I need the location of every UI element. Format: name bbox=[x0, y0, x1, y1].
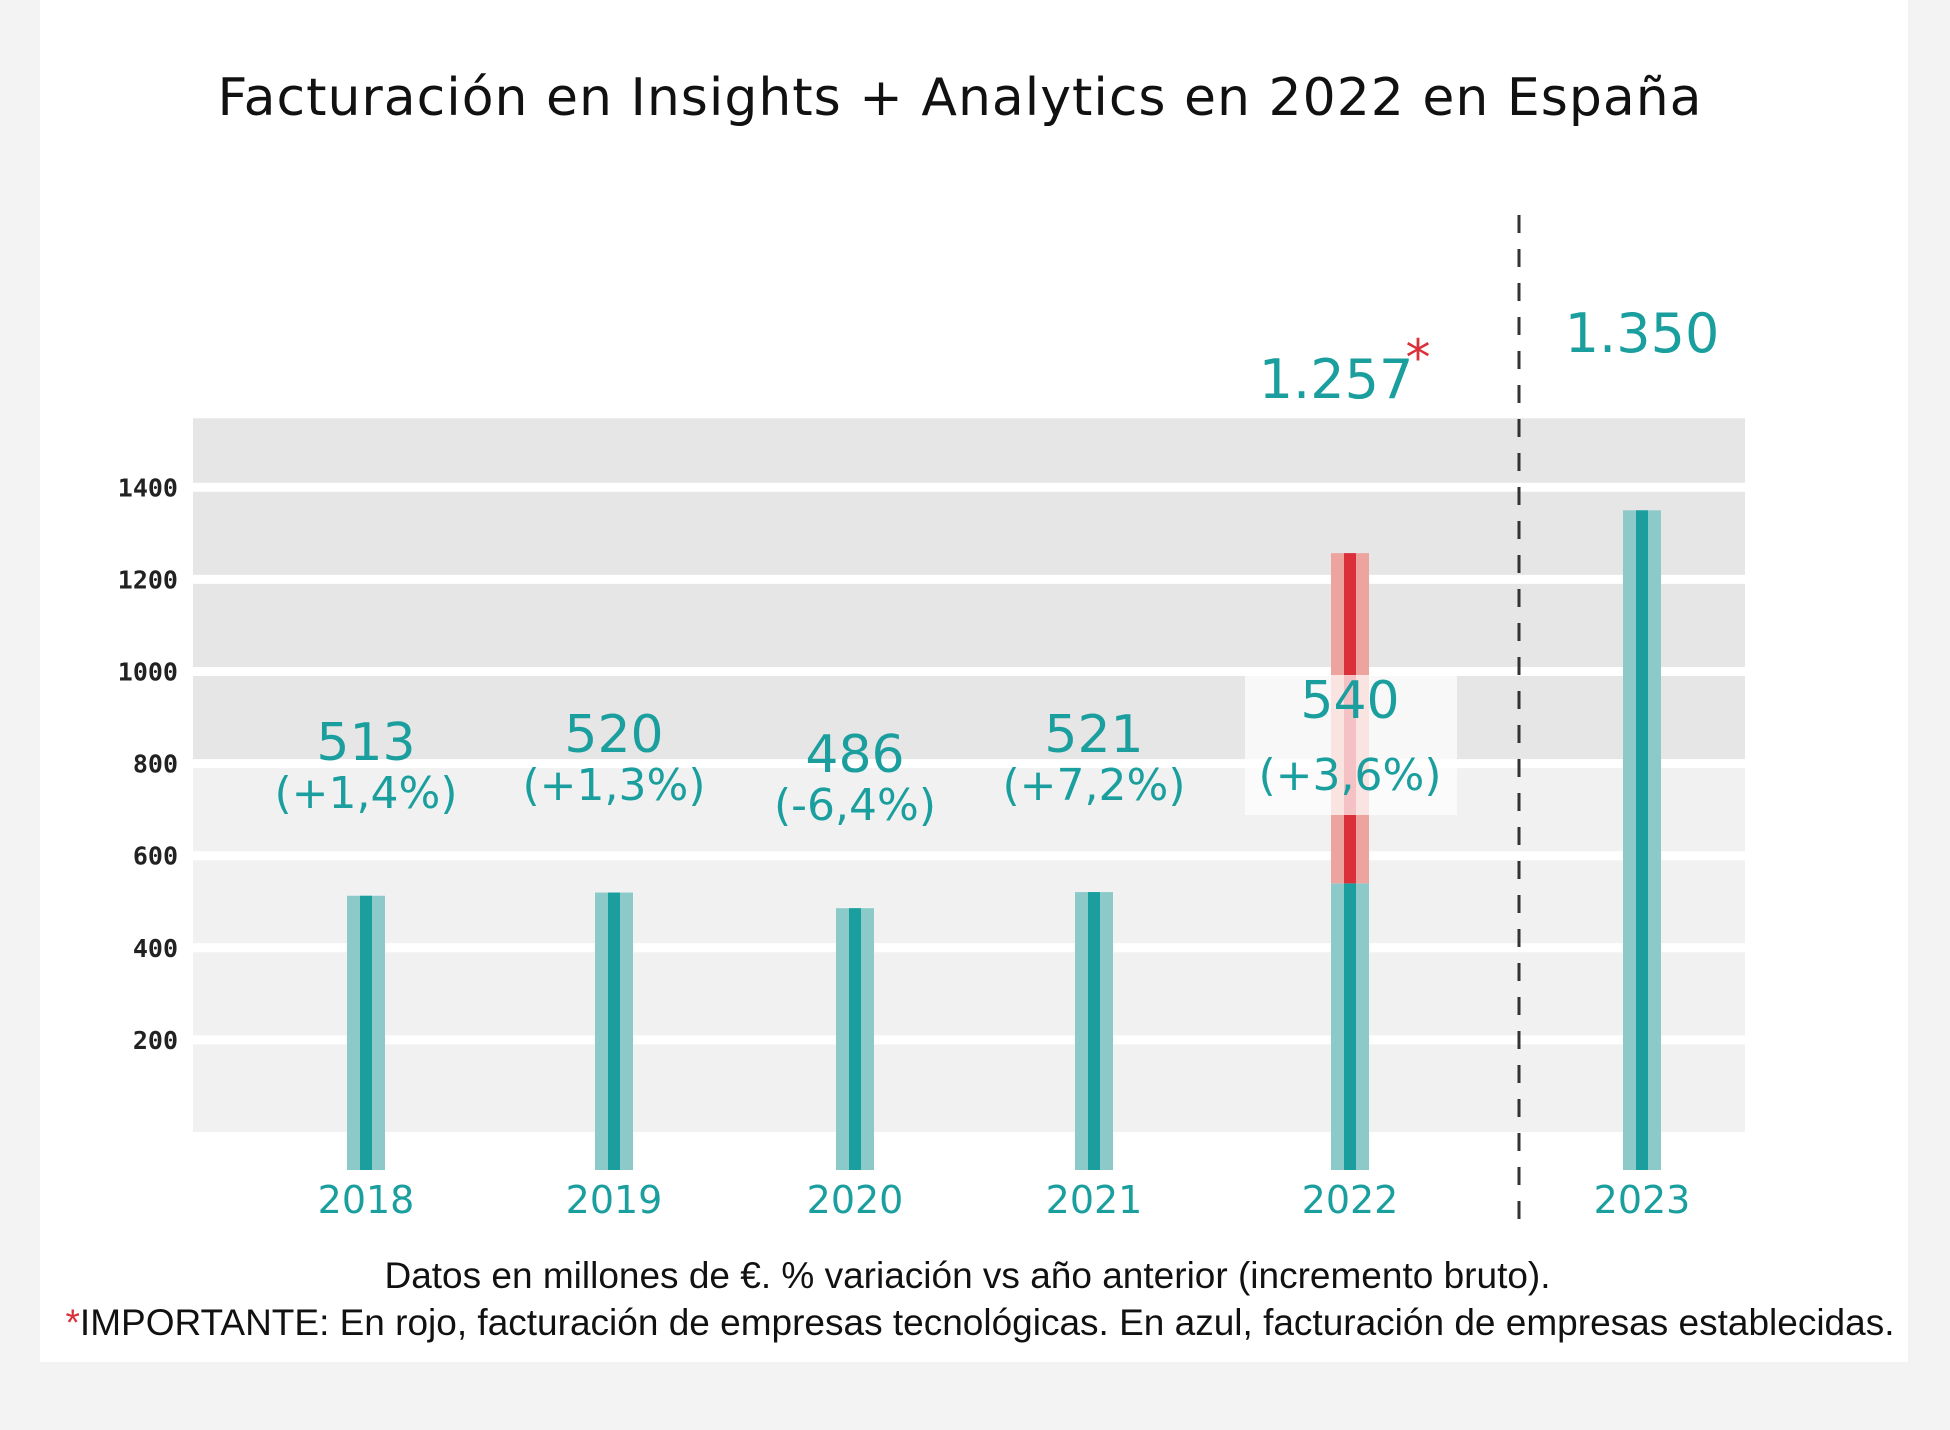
bar-established-core bbox=[608, 892, 620, 1170]
plot-band bbox=[193, 487, 1745, 580]
data-label-value: 513 bbox=[316, 713, 415, 773]
bar-established-core bbox=[1636, 510, 1648, 1170]
x-tick-label: 2018 bbox=[318, 1178, 415, 1222]
footnote-asterisk: * bbox=[65, 1302, 80, 1343]
data-label-value: 540 bbox=[1300, 671, 1399, 731]
plot-band bbox=[193, 763, 1745, 856]
y-tick-label: 1000 bbox=[118, 658, 178, 687]
bar-established-core bbox=[1088, 892, 1100, 1170]
plot-band bbox=[193, 671, 1745, 764]
x-tick-label: 2023 bbox=[1594, 1178, 1691, 1222]
data-label-value: 486 bbox=[805, 725, 904, 785]
data-label-change: (+1,3%) bbox=[523, 760, 706, 811]
y-tick-label: 400 bbox=[133, 934, 178, 963]
bar-established-core bbox=[849, 908, 861, 1170]
chart-title: Facturación en Insights + Analytics en 2… bbox=[217, 68, 1703, 128]
plot-band bbox=[193, 418, 1745, 488]
y-tick-label: 1200 bbox=[118, 565, 178, 594]
plot-band bbox=[193, 1039, 1745, 1132]
data-label-change: (+3,6%) bbox=[1259, 750, 1442, 801]
bar-established-core bbox=[360, 895, 372, 1170]
plot-band bbox=[193, 947, 1745, 1040]
footnote-important-text: IMPORTANTE: En rojo, facturación de empr… bbox=[79, 1302, 1895, 1343]
y-tick-label: 1400 bbox=[118, 473, 178, 502]
plot-band bbox=[193, 855, 1745, 948]
x-tick-label: 2022 bbox=[1302, 1178, 1399, 1222]
data-label-value: 521 bbox=[1044, 705, 1143, 765]
y-tick-label: 600 bbox=[133, 842, 178, 871]
y-tick-label: 800 bbox=[133, 750, 178, 779]
label-background bbox=[1245, 675, 1457, 815]
total-asterisk: * bbox=[1406, 329, 1431, 387]
data-label-total-2022: 1.257 bbox=[1259, 348, 1414, 411]
data-label-value: 520 bbox=[564, 705, 663, 765]
bar-established-core bbox=[1344, 883, 1356, 1170]
x-tick-label: 2021 bbox=[1046, 1178, 1143, 1222]
y-tick-label: 200 bbox=[133, 1026, 178, 1055]
footnote-units: Datos en millones de €. % variación vs a… bbox=[384, 1255, 1551, 1296]
plot-band bbox=[193, 579, 1745, 672]
data-label-change: (-6,4%) bbox=[774, 780, 936, 831]
data-label-change: (+7,2%) bbox=[1003, 760, 1186, 811]
footnote-important: *IMPORTANTE: En rojo, facturación de emp… bbox=[0, 1302, 1950, 1344]
x-tick-label: 2019 bbox=[566, 1178, 663, 1222]
x-tick-label: 2020 bbox=[807, 1178, 904, 1222]
data-label-change: (+1,4%) bbox=[275, 768, 458, 819]
data-label-value: 1.350 bbox=[1565, 302, 1720, 365]
